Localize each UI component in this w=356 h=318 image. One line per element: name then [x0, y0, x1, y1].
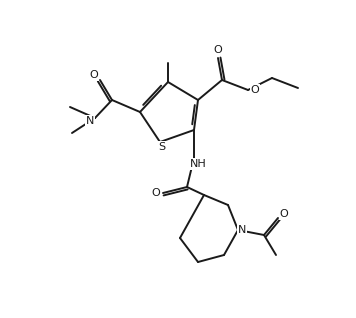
Text: O: O	[152, 188, 160, 198]
Text: N: N	[238, 225, 246, 235]
Text: NH: NH	[190, 159, 206, 169]
Text: O: O	[251, 85, 260, 95]
Text: O: O	[214, 45, 222, 55]
Text: O: O	[279, 209, 288, 219]
Text: S: S	[158, 142, 166, 152]
Text: O: O	[90, 70, 98, 80]
Text: N: N	[86, 116, 94, 126]
